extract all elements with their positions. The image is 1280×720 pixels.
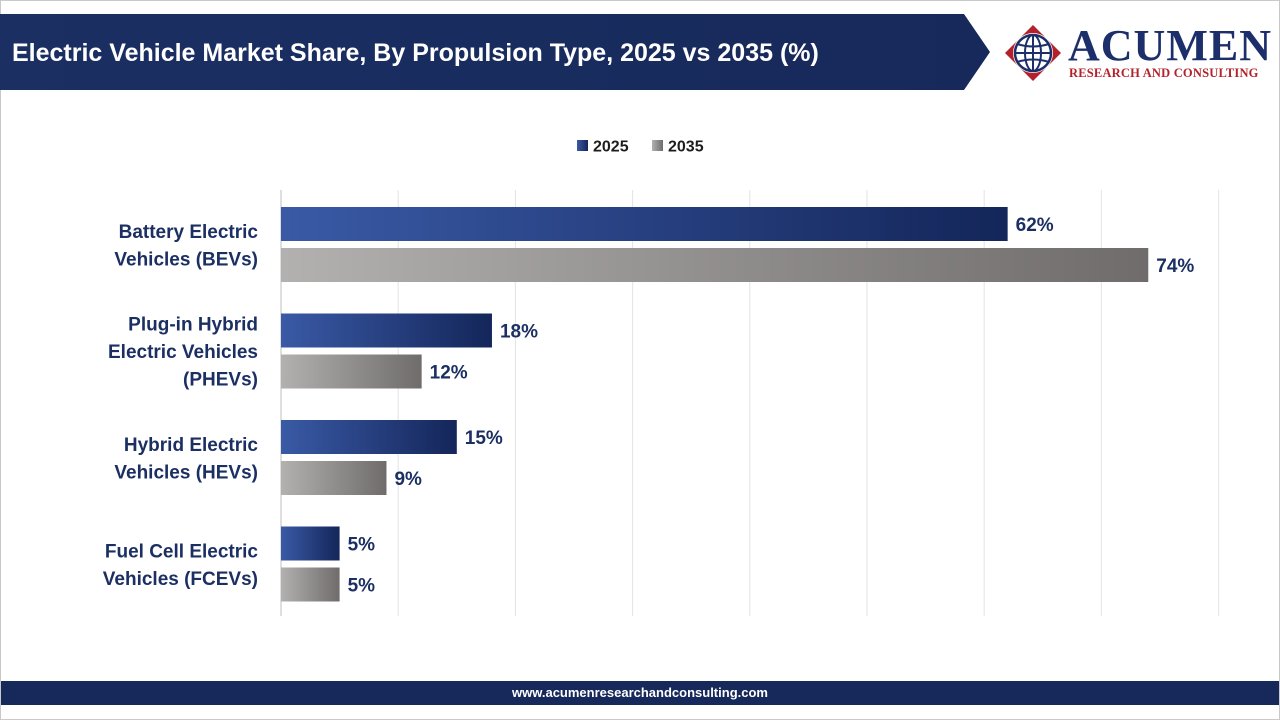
legend-label-2025: 2025: [593, 139, 629, 156]
value-labels: 62% 18% 15% 5% 74% 12% 9% 5%: [348, 215, 1195, 597]
title-banner: [0, 14, 990, 90]
data-label-2025: 18%: [500, 322, 538, 343]
bar-2035: [281, 461, 387, 495]
page-title: Electric Vehicle Market Share, By Propul…: [12, 39, 819, 67]
category-label: Fuel Cell Electric Vehicles (FCEVs): [103, 541, 259, 590]
legend: 2025 2035: [577, 139, 704, 156]
category-label: Battery Electric Vehicles (BEVs): [114, 222, 258, 271]
legend-label-2035: 2035: [668, 139, 704, 156]
bar-2035: [281, 354, 422, 389]
bars: [281, 207, 1149, 602]
brand-tagline: RESEARCH AND CONSULTING: [1069, 66, 1259, 80]
data-label-2025: 15%: [465, 428, 503, 449]
category-labels: Battery Electric Vehicles (BEVs) Plug-in H…: [103, 222, 259, 590]
bar-2025: [281, 526, 340, 561]
bar-2025: [281, 420, 457, 454]
data-label-2035: 5%: [348, 576, 376, 597]
legend-swatch-2035: [652, 140, 663, 151]
category-label: Plug-in Hybrid Electric Vehicles (PHEVs): [108, 315, 258, 391]
globe-icon: [1005, 25, 1061, 81]
category-label: Hybrid Electric Vehicles (HEVs): [114, 435, 258, 484]
bar-2025: [281, 313, 492, 348]
data-label-2035: 9%: [394, 469, 422, 490]
brand-logo: ACUMEN RESEARCH AND CONSULTING: [1004, 22, 1271, 82]
bar-chart: 2025 2035 Battery Electric Vehicles (BEVs)…: [103, 139, 1220, 616]
data-label-2025: 5%: [348, 535, 376, 556]
data-label-2035: 12%: [430, 363, 468, 384]
bar-2025: [281, 207, 1008, 241]
footer-url: www.acumenresearchandconsulting.com: [1, 681, 1279, 705]
legend-swatch-2025: [577, 140, 588, 151]
bar-2035: [281, 567, 340, 602]
brand-name: ACUMEN: [1068, 21, 1272, 70]
bar-2035: [281, 248, 1149, 282]
data-label-2025: 62%: [1016, 215, 1054, 236]
data-label-2035: 74%: [1156, 256, 1194, 277]
